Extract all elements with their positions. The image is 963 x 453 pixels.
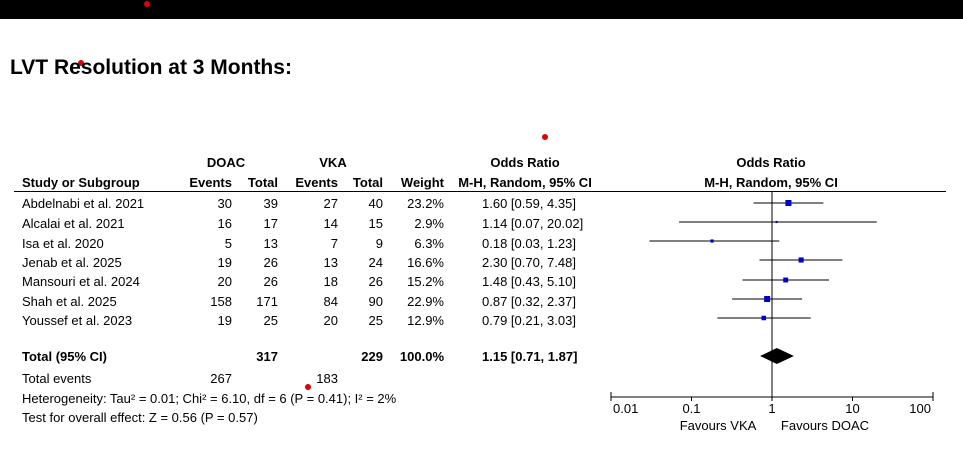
point-marker <box>785 199 792 207</box>
total-doac: 26 <box>263 255 278 270</box>
events-doac: 20 <box>217 274 232 289</box>
plot-header-method: M-H, Random, 95% CI <box>704 175 838 190</box>
point-marker <box>761 315 767 321</box>
top-bar <box>0 0 963 19</box>
study-name: Isa et al. 2020 <box>22 236 104 251</box>
total-events-vka: 183 <box>316 371 338 386</box>
or-ci: 1.60 [0.59, 4.35] <box>482 196 576 211</box>
total-events-doac: 267 <box>210 371 232 386</box>
total-vka: 9 <box>375 236 383 251</box>
total-vka: 15 <box>368 216 383 231</box>
weight: 2.9% <box>414 216 444 231</box>
total-weight: 100.0% <box>399 349 444 364</box>
total-doac: 317 <box>256 349 278 364</box>
total-vka: 26 <box>368 274 383 289</box>
total-doac: 13 <box>263 236 278 251</box>
header-doac: DOAC <box>206 155 246 170</box>
events-vka: 18 <box>323 274 338 289</box>
events-vka: 13 <box>323 255 338 270</box>
events-doac: 158 <box>210 294 232 309</box>
pooled-diamond <box>760 348 794 364</box>
favours-vka-label: Favours VKA <box>679 418 757 433</box>
or-ci: 1.14 [0.07, 20.02] <box>482 216 584 231</box>
total-vka: 40 <box>368 196 383 211</box>
header-odds-ratio: Odds Ratio <box>490 155 560 170</box>
study-name: Shah et al. 2025 <box>22 294 117 309</box>
events-vka: 27 <box>323 196 338 211</box>
annotation-dot <box>144 1 150 7</box>
events-doac: 19 <box>217 313 232 328</box>
header-events-doac: Events <box>189 175 232 190</box>
x-axis-tick-label: 100 <box>909 401 931 416</box>
heterogeneity-text: Heterogeneity: Tau² = 0.01; Chi² = 6.10,… <box>22 391 397 406</box>
header-study: Study or Subgroup <box>22 175 140 190</box>
annotation-dot <box>305 384 311 390</box>
point-marker <box>783 277 789 283</box>
x-axis-tick-label: 0.01 <box>613 401 638 416</box>
study-name: Youssef et al. 2023 <box>22 313 133 328</box>
study-name: Jenab et al. 2025 <box>22 255 122 270</box>
header-events-vka: Events <box>295 175 338 190</box>
or-ci: 2.30 [0.70, 7.48] <box>482 255 576 270</box>
total-vka: 229 <box>361 349 383 364</box>
header-vka: VKA <box>319 155 347 170</box>
x-axis-tick-label: 10 <box>845 401 859 416</box>
weight: 22.9% <box>407 294 444 309</box>
study-name: Mansouri et al. 2024 <box>22 274 140 289</box>
total-vka: 24 <box>368 255 383 270</box>
total-label: Total (95% CI) <box>22 349 107 364</box>
total-events-label: Total events <box>22 371 92 386</box>
header-weight: Weight <box>400 175 444 190</box>
study-name: Abdelnabi et al. 2021 <box>22 196 145 211</box>
point-marker <box>775 220 778 224</box>
header-divider <box>14 191 946 192</box>
or-ci: 0.18 [0.03, 1.23] <box>482 236 576 251</box>
events-vka: 20 <box>323 313 338 328</box>
plot-header-odds-ratio: Odds Ratio <box>736 155 806 170</box>
point-marker <box>798 257 804 263</box>
or-ci: 1.48 [0.43, 5.10] <box>482 274 576 289</box>
events-doac: 5 <box>224 236 232 251</box>
annotation-dot <box>78 60 84 66</box>
total-doac: 26 <box>263 274 278 289</box>
weight: 12.9% <box>407 313 444 328</box>
total-doac: 25 <box>263 313 278 328</box>
point-marker <box>764 296 771 302</box>
total-doac: 39 <box>263 196 278 211</box>
weight: 15.2% <box>407 274 444 289</box>
total-doac: 171 <box>256 294 278 309</box>
events-doac: 16 <box>217 216 232 231</box>
events-vka: 7 <box>330 236 338 251</box>
point-marker <box>710 239 714 243</box>
study-name: Alcalai et al. 2021 <box>22 216 125 231</box>
weight: 6.3% <box>414 236 444 251</box>
events-vka: 84 <box>323 294 338 309</box>
favours-doac-label: Favours DOAC <box>780 418 870 433</box>
page-title: LVT Resolution at 3 Months: <box>10 56 292 79</box>
header-total-doac: Total <box>247 175 278 190</box>
events-vka: 14 <box>323 216 338 231</box>
header-total-vka: Total <box>352 175 383 190</box>
annotation-dot <box>542 134 548 140</box>
events-doac: 19 <box>217 255 232 270</box>
overall-effect-text: Test for overall effect: Z = 0.56 (P = 0… <box>22 410 258 425</box>
header-method: M-H, Random, 95% CI <box>458 175 592 190</box>
total-vka: 25 <box>368 313 383 328</box>
events-doac: 30 <box>217 196 232 211</box>
x-axis-tick-label: 0.1 <box>682 401 700 416</box>
weight: 23.2% <box>407 196 444 211</box>
total-vka: 90 <box>368 294 383 309</box>
total-or-ci: 1.15 [0.71, 1.87] <box>482 349 578 364</box>
weight: 16.6% <box>407 255 444 270</box>
total-doac: 17 <box>263 216 278 231</box>
or-ci: 0.79 [0.21, 3.03] <box>482 313 576 328</box>
x-axis-tick-label: 1 <box>768 401 775 416</box>
or-ci: 0.87 [0.32, 2.37] <box>482 294 576 309</box>
